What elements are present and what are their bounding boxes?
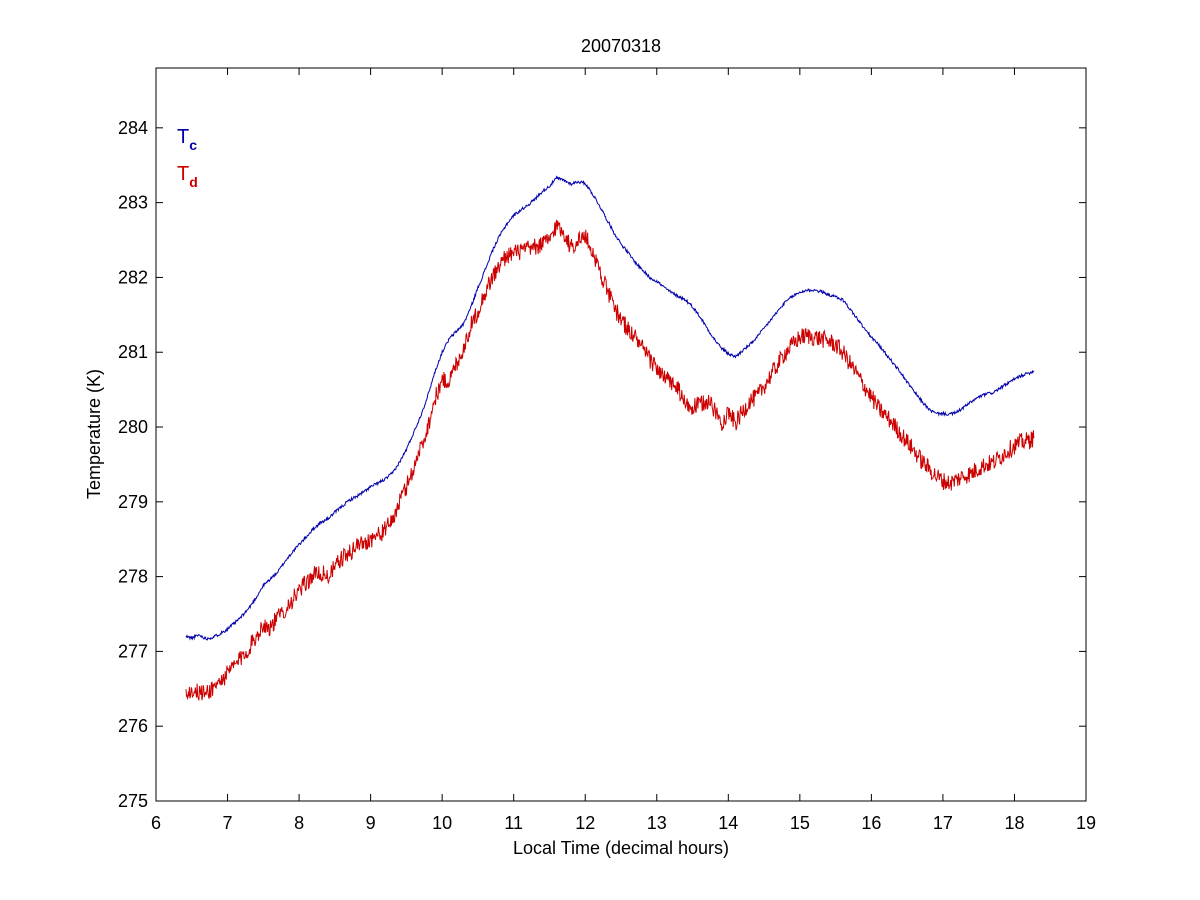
legend-tc-base: T [177, 126, 189, 148]
legend-td-subscript: d [189, 174, 198, 190]
y-tick-label: 275 [118, 791, 148, 811]
legend: Tc Td [177, 126, 198, 190]
x-tick-label: 15 [790, 813, 810, 833]
x-tick-label: 18 [1004, 813, 1024, 833]
legend-entry-td: Td [177, 163, 198, 190]
y-tick-label: 280 [118, 417, 148, 437]
series-tc-line [185, 175, 1035, 641]
x-tick-label: 8 [294, 813, 304, 833]
x-tick-label: 12 [575, 813, 595, 833]
x-tick-label: 14 [718, 813, 738, 833]
x-tick-label: 6 [151, 813, 161, 833]
x-tick-label: 10 [432, 813, 452, 833]
y-tick-label: 283 [118, 193, 148, 213]
y-tick-label: 276 [118, 716, 148, 736]
y-tick-label: 281 [118, 342, 148, 362]
tick-layer: 6 7 8 9 10 11 12 13 14 15 16 17 18 19 275 276 277 278 279 2… [118, 68, 1096, 833]
legend-td-base: T [177, 163, 189, 185]
x-tick-label: 9 [366, 813, 376, 833]
y-tick-label: 279 [118, 492, 148, 512]
x-tick-label: 17 [933, 813, 953, 833]
series-td-line [185, 219, 1035, 701]
x-tick-label: 16 [861, 813, 881, 833]
x-tick-label: 7 [223, 813, 233, 833]
y-tick-label: 284 [118, 118, 148, 138]
x-tick-label: 13 [647, 813, 667, 833]
chart-title: 20070318 [581, 36, 661, 56]
legend-entry-tc: Tc [177, 126, 197, 153]
legend-tc-subscript: c [189, 137, 197, 153]
x-tick-label: 19 [1076, 813, 1096, 833]
y-tick-label: 282 [118, 267, 148, 287]
x-axis-title: Local Time (decimal hours) [513, 838, 729, 858]
x-tick-label: 11 [504, 813, 523, 833]
series-layer [185, 175, 1035, 701]
plot-area [155, 67, 1087, 802]
y-tick-label: 277 [118, 641, 148, 661]
y-tick-label: 278 [118, 567, 148, 587]
y-axis-title: Temperature (K) [84, 369, 104, 499]
